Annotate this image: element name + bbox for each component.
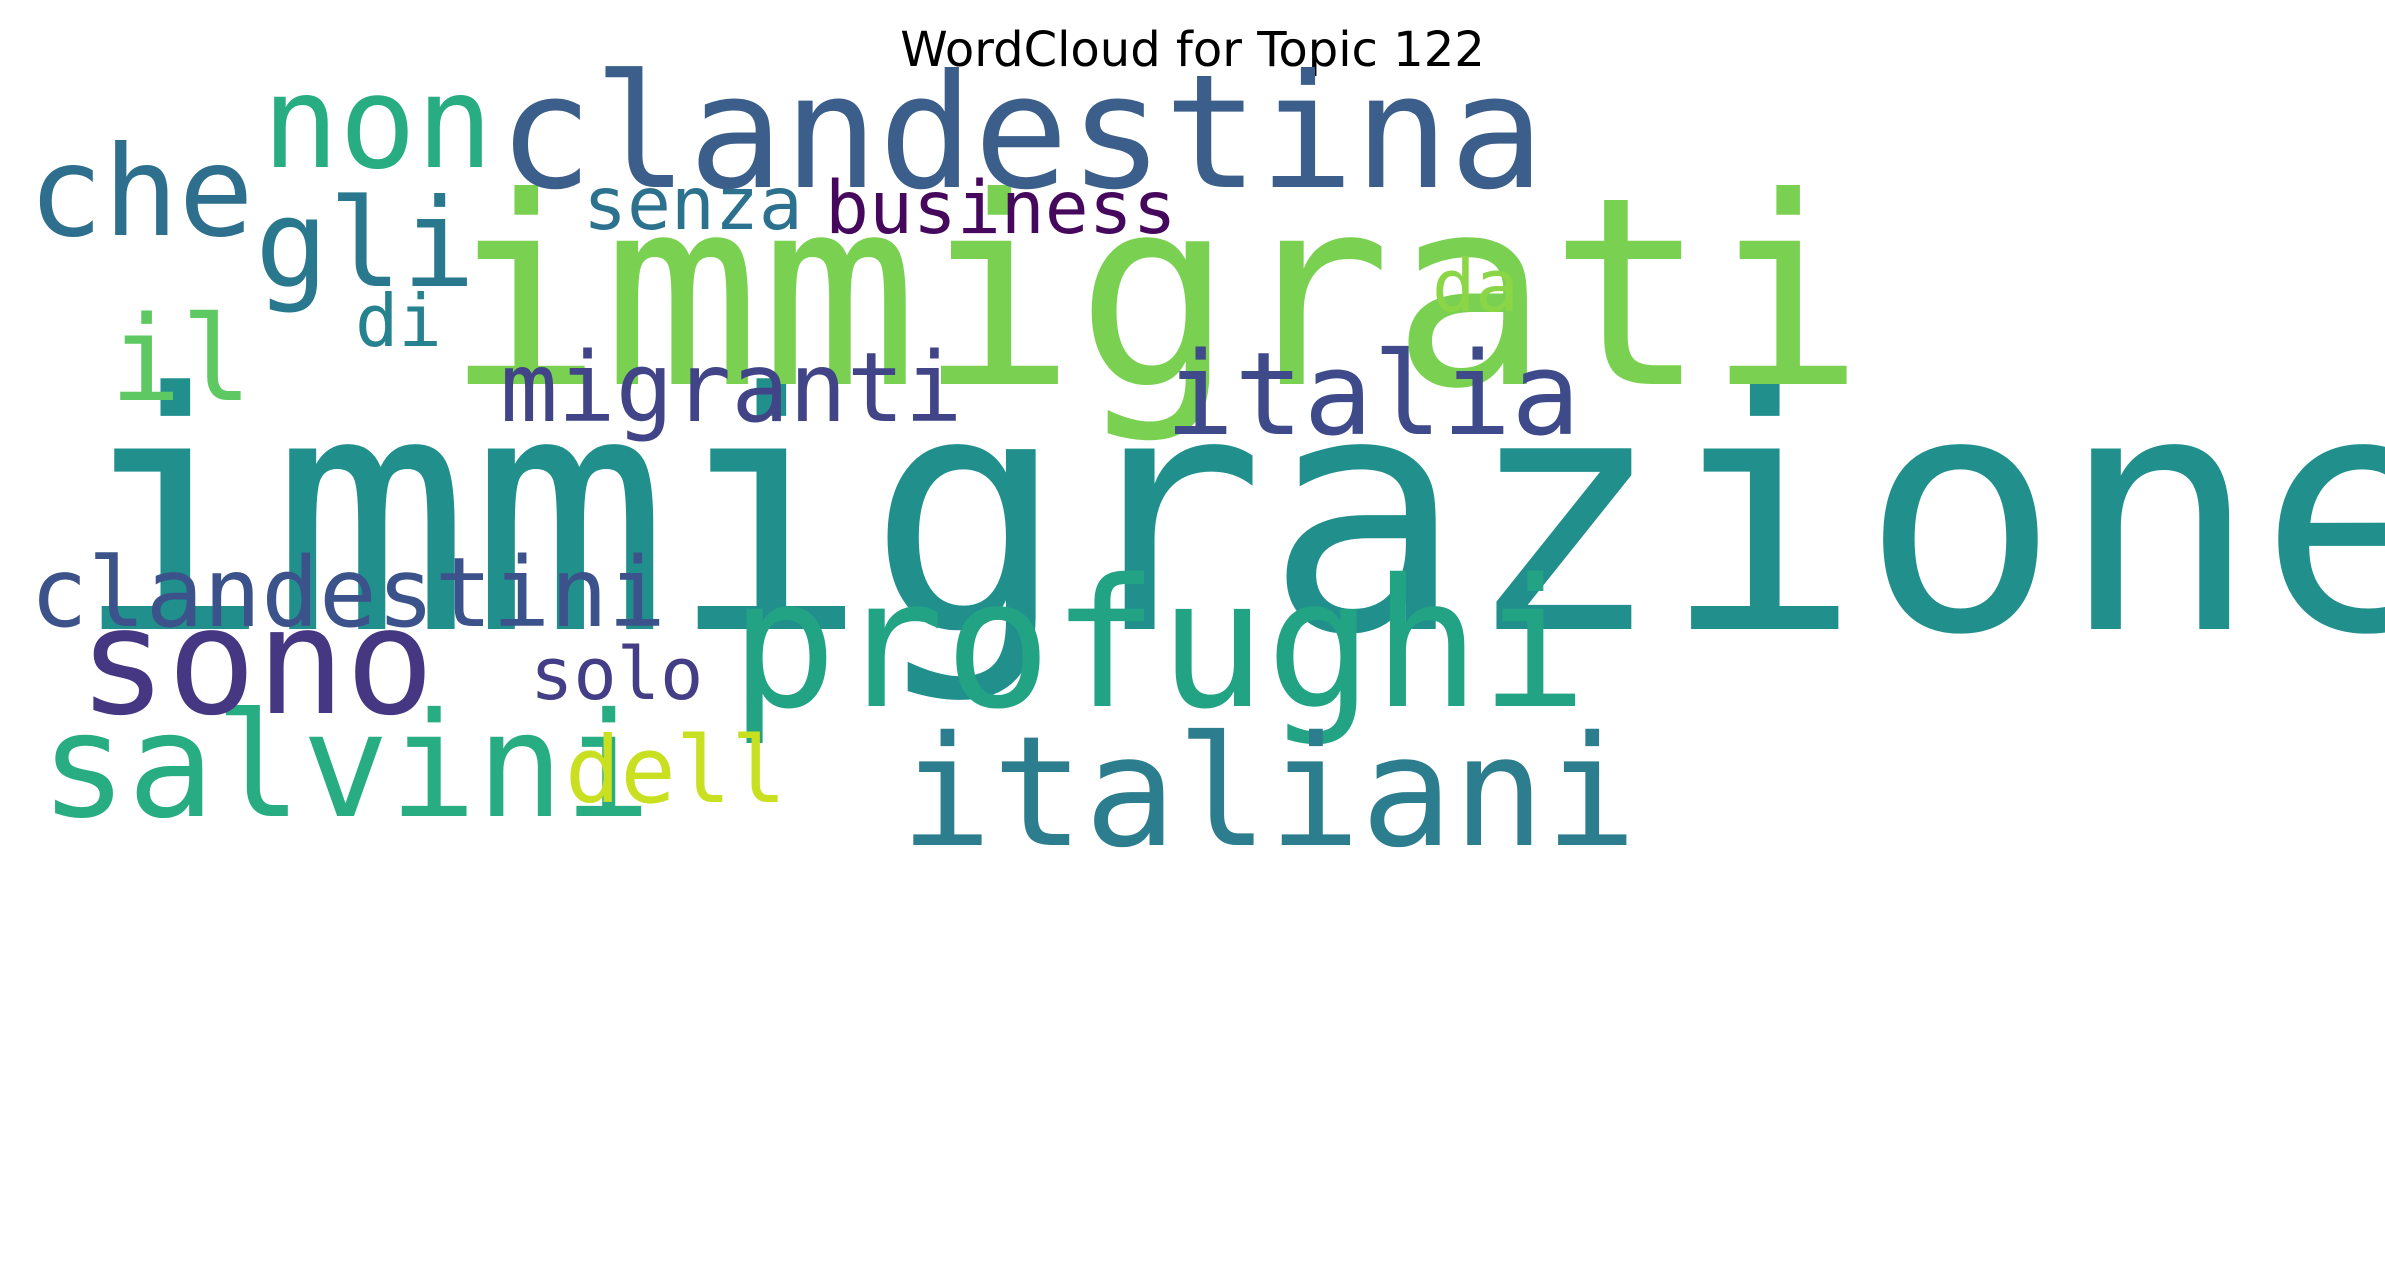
word-dell: dell bbox=[565, 717, 787, 824]
word-gli: gli bbox=[255, 173, 476, 315]
word-migranti: migranti bbox=[500, 332, 963, 444]
chart-title: WordCloud for Topic 122 bbox=[900, 22, 1485, 78]
word-non: non bbox=[262, 49, 494, 198]
word-immigrati: immigrati bbox=[445, 141, 1865, 446]
word-profughi: profughi bbox=[730, 541, 1588, 748]
word-solo: solo bbox=[530, 632, 704, 716]
word-clandestini: clandestini bbox=[30, 537, 666, 649]
word-business: business bbox=[825, 166, 1177, 251]
word-che: che bbox=[28, 120, 254, 265]
word-italiani: italiani bbox=[900, 704, 1637, 882]
word-senza: senza bbox=[583, 162, 803, 247]
word-da: da bbox=[1432, 244, 1519, 328]
word-sono: sono bbox=[78, 576, 435, 748]
word-di: di bbox=[355, 279, 442, 363]
word-il: il bbox=[110, 290, 253, 428]
word-immigrazione: immigrazione bbox=[73, 323, 2385, 707]
word-clandestina: clandestina bbox=[498, 41, 1545, 225]
word-salvini: salvini bbox=[40, 682, 652, 851]
word-italia: italia bbox=[1165, 328, 1581, 462]
